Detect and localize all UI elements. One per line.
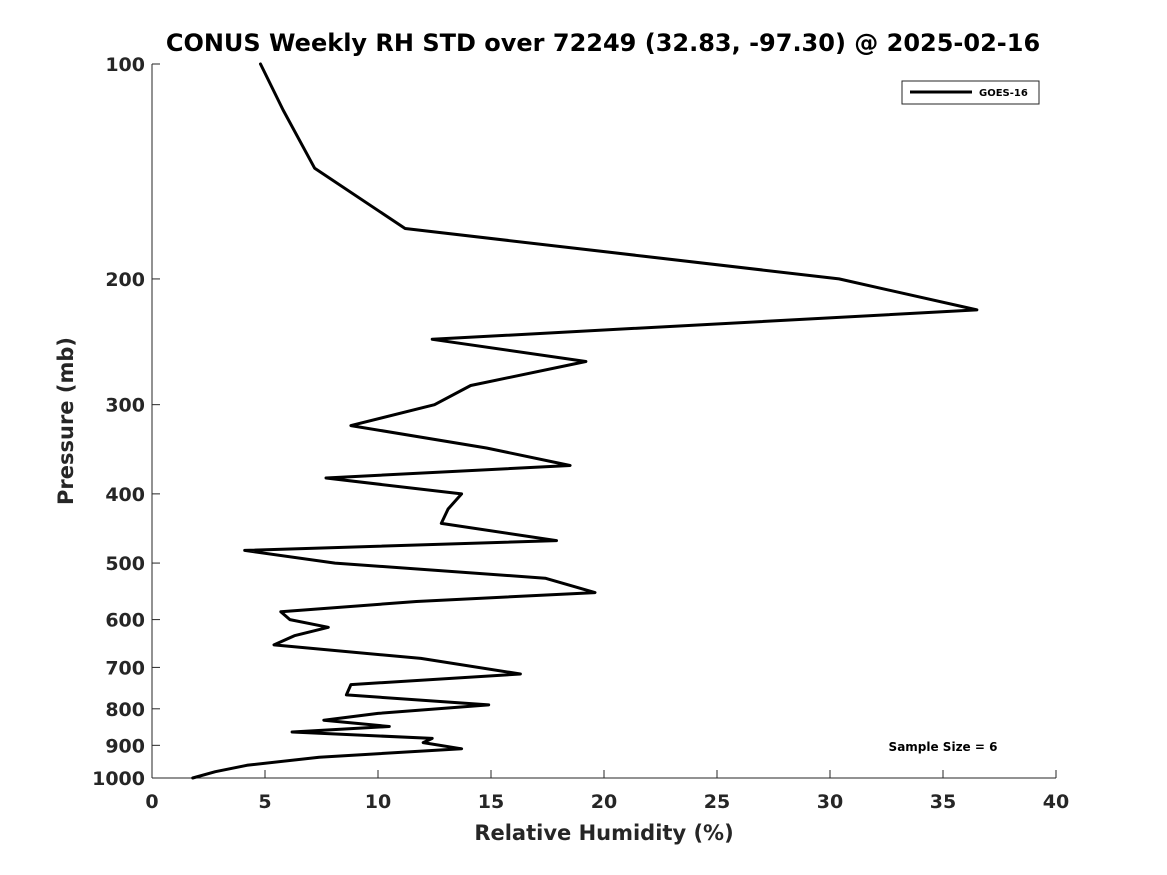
x-tick-label: 20 bbox=[591, 791, 617, 813]
series-layer bbox=[191, 62, 979, 780]
chart-title: CONUS Weekly RH STD over 72249 (32.83, -… bbox=[166, 29, 1040, 57]
y-tick-label: 400 bbox=[105, 484, 145, 506]
x-tick-label: 25 bbox=[704, 791, 730, 813]
y-tick-label: 300 bbox=[105, 395, 145, 417]
y-tick-label: 800 bbox=[105, 699, 145, 721]
sample-size-annotation: Sample Size = 6 bbox=[889, 740, 998, 754]
x-tick-label: 5 bbox=[258, 791, 271, 813]
x-ticks: 0 5 10 15 20 25 30 35 40 bbox=[145, 770, 1069, 813]
x-tick-label: 35 bbox=[930, 791, 956, 813]
y-axis-label: Pressure (mb) bbox=[54, 337, 78, 505]
series-line-goes-16 bbox=[191, 62, 979, 780]
x-tick-label: 0 bbox=[145, 791, 158, 813]
y-tick-label: 500 bbox=[105, 553, 145, 575]
x-tick-label: 15 bbox=[478, 791, 504, 813]
x-tick-label: 10 bbox=[365, 791, 391, 813]
y-tick-label: 700 bbox=[105, 657, 145, 679]
y-tick-label: 900 bbox=[105, 735, 145, 757]
y-tick-label: 1000 bbox=[92, 768, 145, 790]
y-tick-label: 100 bbox=[105, 54, 145, 76]
y-tick-label: 200 bbox=[105, 269, 145, 291]
x-tick-label: 40 bbox=[1043, 791, 1069, 813]
y-tick-label: 600 bbox=[105, 610, 145, 632]
x-axis-label: Relative Humidity (%) bbox=[474, 821, 733, 845]
y-ticks: 100 200 300 400 500 600 700 800 900 1000 bbox=[92, 54, 160, 790]
x-tick-label: 30 bbox=[817, 791, 843, 813]
legend-label: GOES-16 bbox=[979, 88, 1028, 99]
legend: GOES-16 bbox=[901, 80, 1040, 105]
